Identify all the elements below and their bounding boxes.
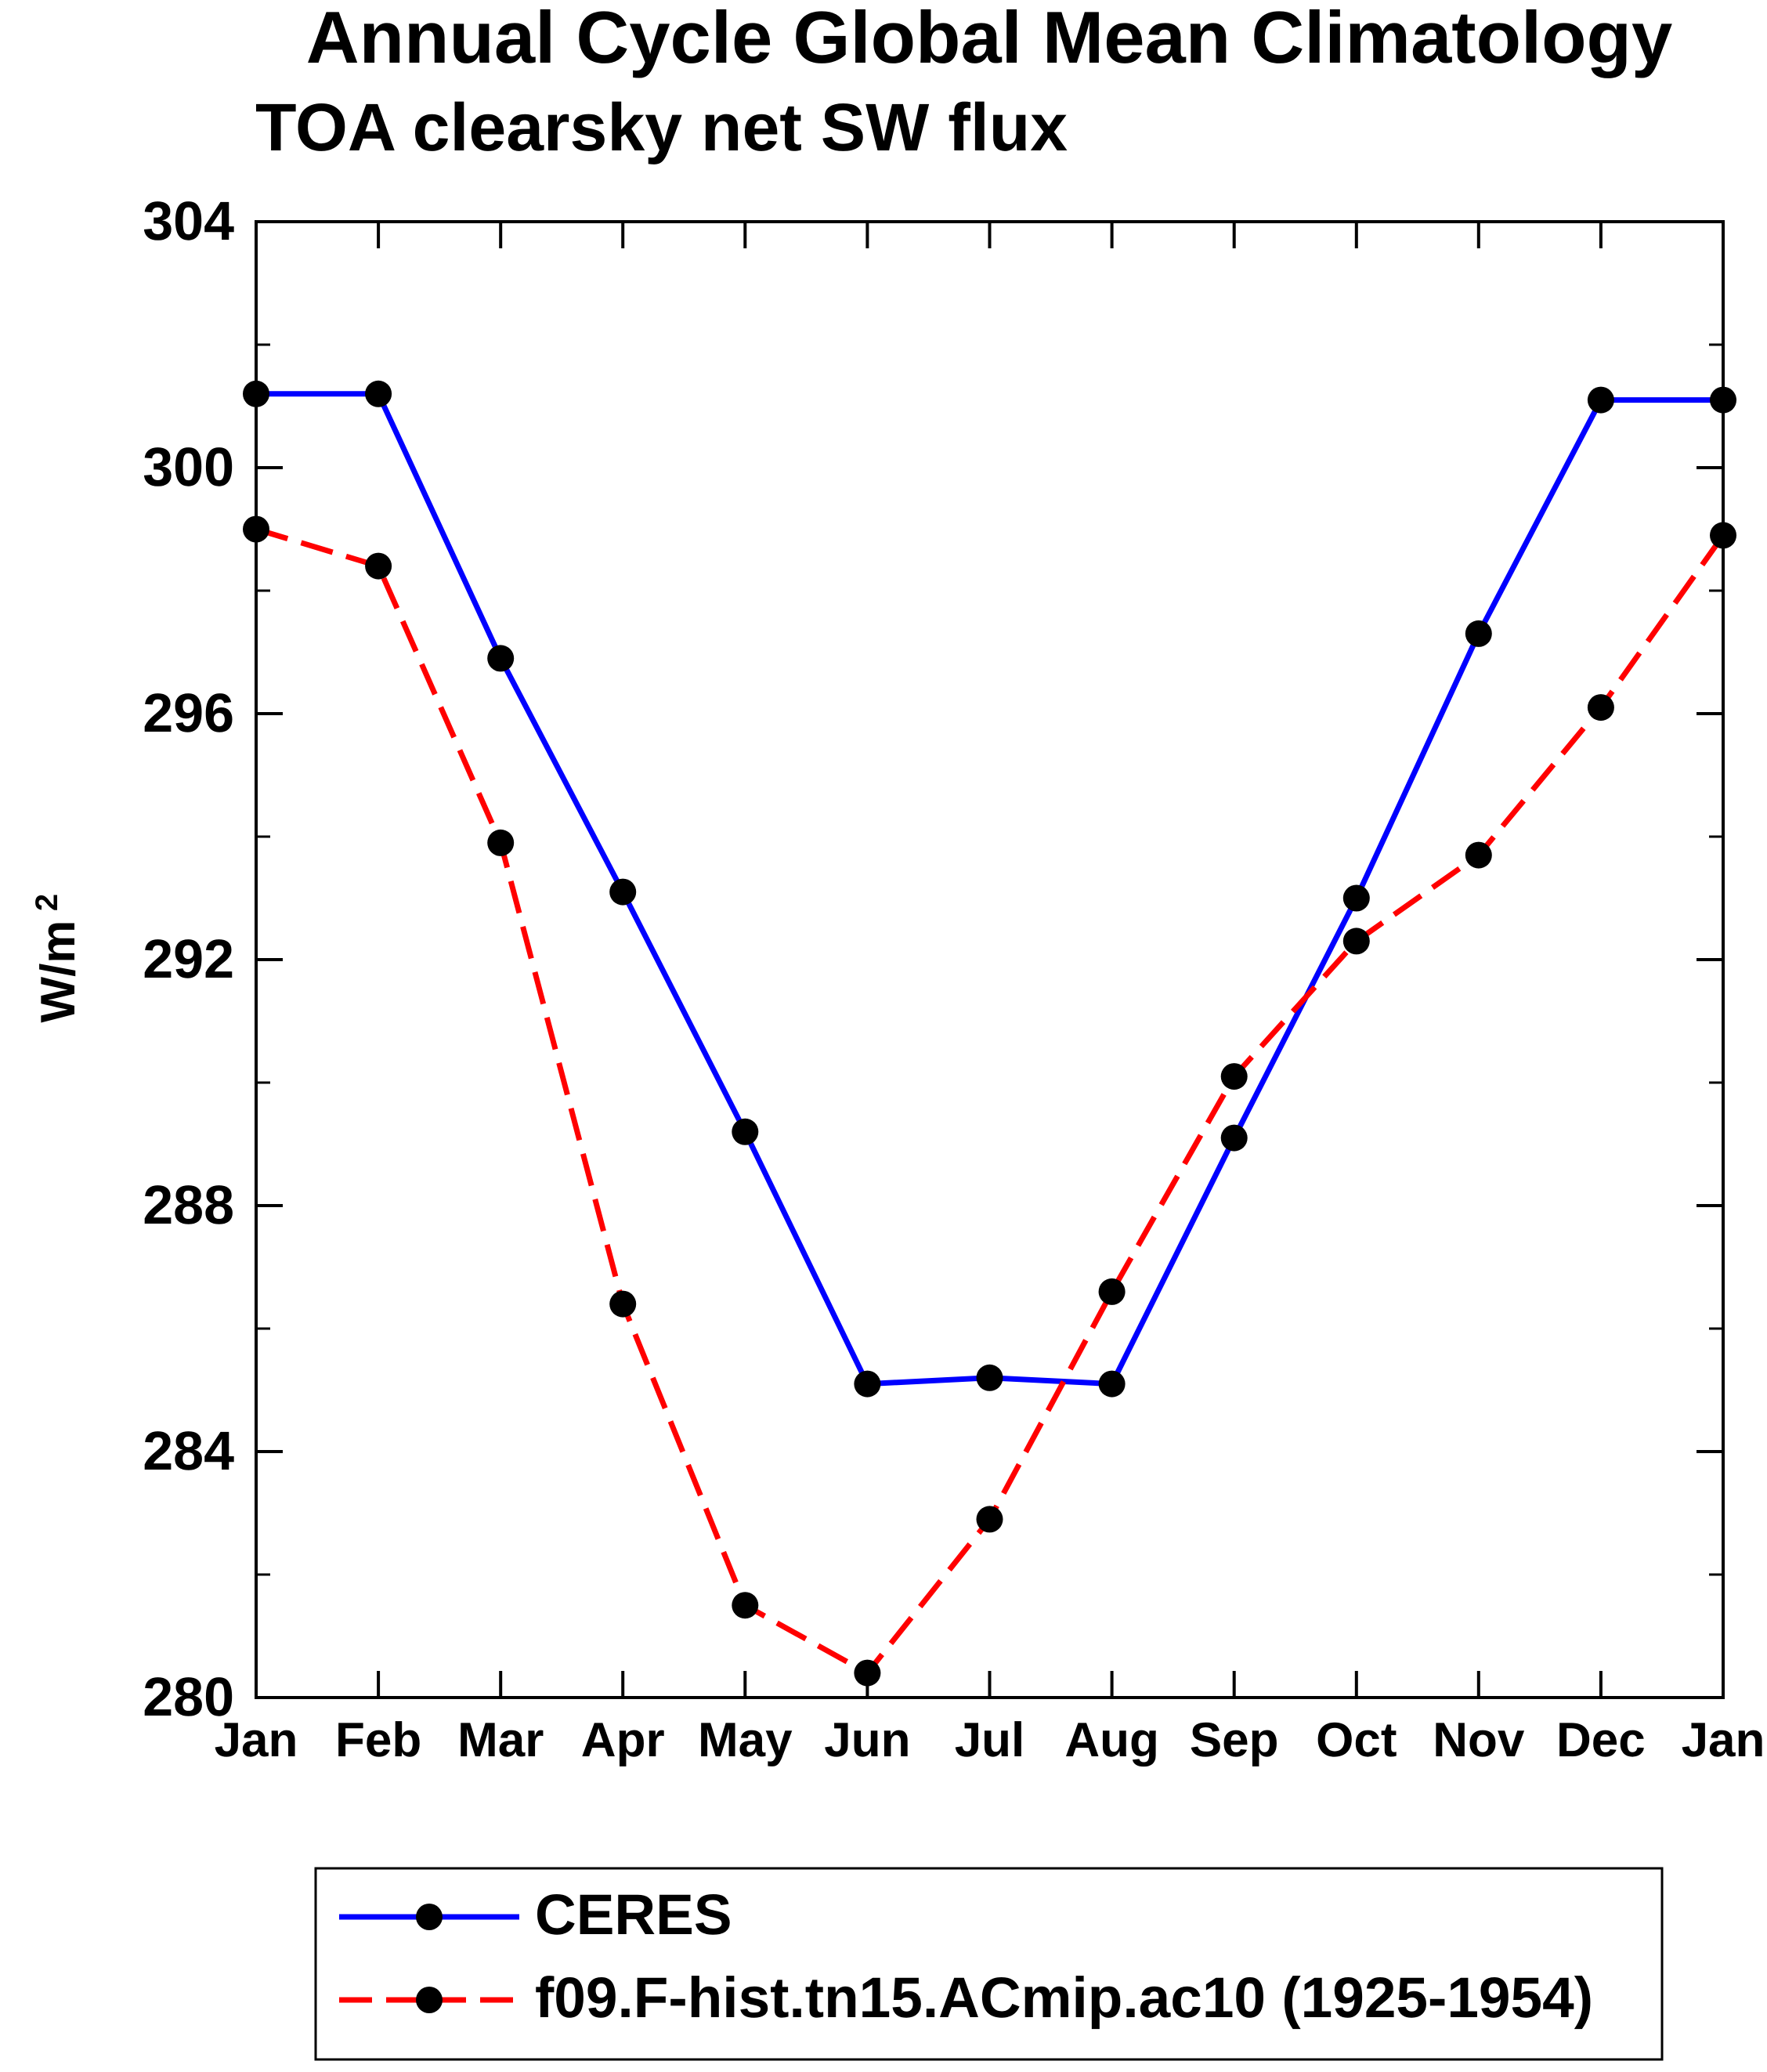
svg-text:300: 300 — [143, 436, 234, 497]
svg-text:296: 296 — [143, 682, 234, 743]
svg-text:TOA clearsky net SW flux: TOA clearsky net SW flux — [255, 90, 1068, 165]
svg-text:288: 288 — [143, 1174, 234, 1235]
svg-text:Sep: Sep — [1190, 1713, 1279, 1767]
svg-text:Annual Cycle Global Mean Clima: Annual Cycle Global Mean Climatology — [306, 0, 1673, 78]
svg-text:2: 2 — [30, 894, 64, 911]
svg-text:292: 292 — [143, 928, 234, 989]
svg-text:May: May — [698, 1713, 793, 1767]
svg-text:Nov: Nov — [1433, 1713, 1525, 1767]
svg-text:Mar: Mar — [457, 1713, 544, 1767]
svg-text:Jan: Jan — [1682, 1713, 1765, 1767]
svg-text:Jun: Jun — [824, 1713, 910, 1767]
svg-text:W/m: W/m — [31, 920, 85, 1023]
svg-text:Dec: Dec — [1556, 1713, 1646, 1767]
svg-text:284: 284 — [143, 1420, 234, 1481]
svg-text:Jul: Jul — [955, 1713, 1025, 1767]
svg-text:Aug: Aug — [1064, 1713, 1159, 1767]
svg-text:Apr: Apr — [581, 1713, 665, 1767]
svg-text:f09.F-hist.tn15.ACmip.ac10 (19: f09.F-hist.tn15.ACmip.ac10 (1925-1954) — [535, 1966, 1593, 2030]
svg-text:304: 304 — [143, 190, 234, 251]
svg-text:Oct: Oct — [1316, 1713, 1397, 1767]
svg-text:Feb: Feb — [335, 1713, 421, 1767]
svg-text:CERES: CERES — [535, 1883, 732, 1947]
svg-text:Jan: Jan — [215, 1713, 298, 1767]
